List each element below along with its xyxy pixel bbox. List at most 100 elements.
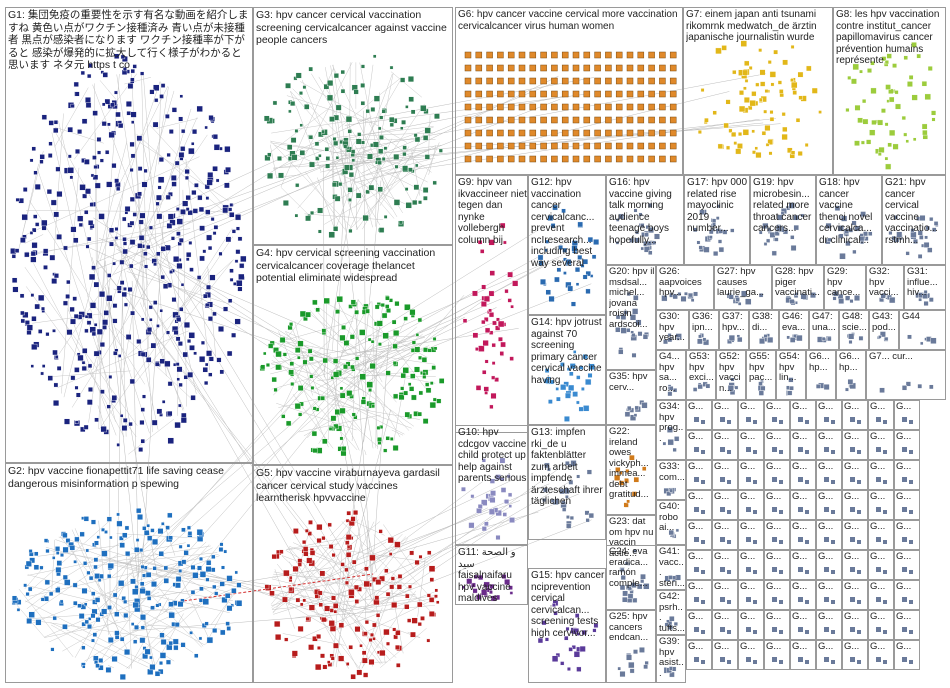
network-edge xyxy=(168,573,374,604)
network-node xyxy=(290,100,296,107)
network-edge xyxy=(74,555,134,658)
small-cluster-tile: G... xyxy=(816,610,842,640)
small-cluster-tile: G... xyxy=(686,640,712,670)
network-node xyxy=(432,180,437,185)
network-node xyxy=(167,437,174,444)
network-edge xyxy=(57,330,189,388)
cluster-label-g26: G26: aapvoices hpv... xyxy=(659,267,705,298)
network-edge xyxy=(272,555,348,613)
network-node xyxy=(234,214,242,221)
network-edge xyxy=(335,538,409,631)
network-node xyxy=(507,51,515,59)
network-node xyxy=(116,285,122,291)
network-node xyxy=(288,109,292,114)
network-node xyxy=(84,97,91,104)
network-node xyxy=(648,51,655,59)
cluster-label-g31: G31: influe... hiv... xyxy=(907,267,941,298)
network-node xyxy=(193,351,197,356)
network-node xyxy=(239,263,245,269)
network-node xyxy=(172,311,179,318)
network-edge xyxy=(54,87,89,148)
cluster-panel-g47: G47: una... xyxy=(809,310,839,350)
network-node xyxy=(122,287,127,291)
network-node xyxy=(96,137,102,142)
network-node xyxy=(91,331,97,337)
network-node xyxy=(348,228,353,234)
network-edge xyxy=(141,74,149,349)
network-node xyxy=(464,77,472,85)
small-cluster-label: G... xyxy=(714,462,730,472)
network-node xyxy=(33,214,38,219)
network-node xyxy=(29,231,34,235)
network-node xyxy=(355,192,362,199)
small-cluster-label: G... xyxy=(870,402,886,412)
network-node xyxy=(102,72,109,78)
network-edge xyxy=(98,237,355,349)
network-node xyxy=(30,364,34,368)
network-edge xyxy=(324,156,359,372)
network-node xyxy=(166,222,173,229)
network-edge xyxy=(88,181,125,423)
network-node xyxy=(424,154,430,160)
network-node xyxy=(46,189,52,195)
network-node xyxy=(128,421,133,427)
network-node xyxy=(86,320,92,326)
network-node xyxy=(464,51,472,59)
network-edge xyxy=(428,146,437,175)
small-cluster-label: G... xyxy=(766,462,782,472)
network-node xyxy=(218,326,225,332)
network-edge xyxy=(139,215,164,613)
network-node xyxy=(20,318,26,324)
network-node xyxy=(92,174,99,180)
small-cluster-tile: G... xyxy=(790,430,816,460)
network-edge xyxy=(124,77,152,85)
network-edge xyxy=(210,594,234,625)
network-node xyxy=(368,184,375,191)
cluster-panel-g46: G46: eva... xyxy=(779,310,809,350)
network-edge xyxy=(113,238,327,615)
network-node xyxy=(379,134,384,140)
network-node xyxy=(205,284,211,290)
network-node xyxy=(228,207,233,212)
cluster-panel-g36: G36: ipn... xyxy=(689,310,719,350)
network-node xyxy=(129,239,136,245)
network-node xyxy=(199,255,205,262)
network-node xyxy=(87,220,94,226)
network-node xyxy=(529,64,537,72)
network-node xyxy=(405,202,412,209)
network-node xyxy=(317,229,322,234)
network-node xyxy=(125,334,132,340)
cluster-label-g34: G34: hpv prog... xyxy=(659,402,684,444)
network-node xyxy=(379,115,384,120)
network-node xyxy=(41,306,45,311)
network-node xyxy=(100,70,105,74)
network-edge xyxy=(303,564,358,669)
network-node xyxy=(56,191,63,198)
network-node xyxy=(152,300,158,305)
network-node xyxy=(418,200,422,205)
network-node xyxy=(85,244,90,249)
network-edge xyxy=(349,138,393,230)
network-edge xyxy=(24,234,44,244)
network-node xyxy=(583,77,591,85)
network-node xyxy=(132,64,137,69)
network-node xyxy=(11,277,18,283)
network-node xyxy=(81,365,87,372)
network-node xyxy=(47,153,53,158)
network-node xyxy=(107,122,111,127)
network-node xyxy=(136,135,143,142)
network-edge xyxy=(113,86,169,197)
network-edge xyxy=(282,360,326,416)
network-node xyxy=(333,73,339,79)
small-cluster-tile: G... xyxy=(738,580,764,610)
small-cluster-tile: G... xyxy=(712,610,738,640)
network-node xyxy=(277,155,282,161)
network-node xyxy=(213,224,219,230)
network-edge xyxy=(314,308,397,403)
network-node xyxy=(377,160,382,165)
network-node xyxy=(203,380,209,386)
small-cluster-label: G... xyxy=(714,642,730,652)
network-node xyxy=(81,360,86,365)
network-node xyxy=(15,197,20,202)
network-node xyxy=(77,354,84,362)
